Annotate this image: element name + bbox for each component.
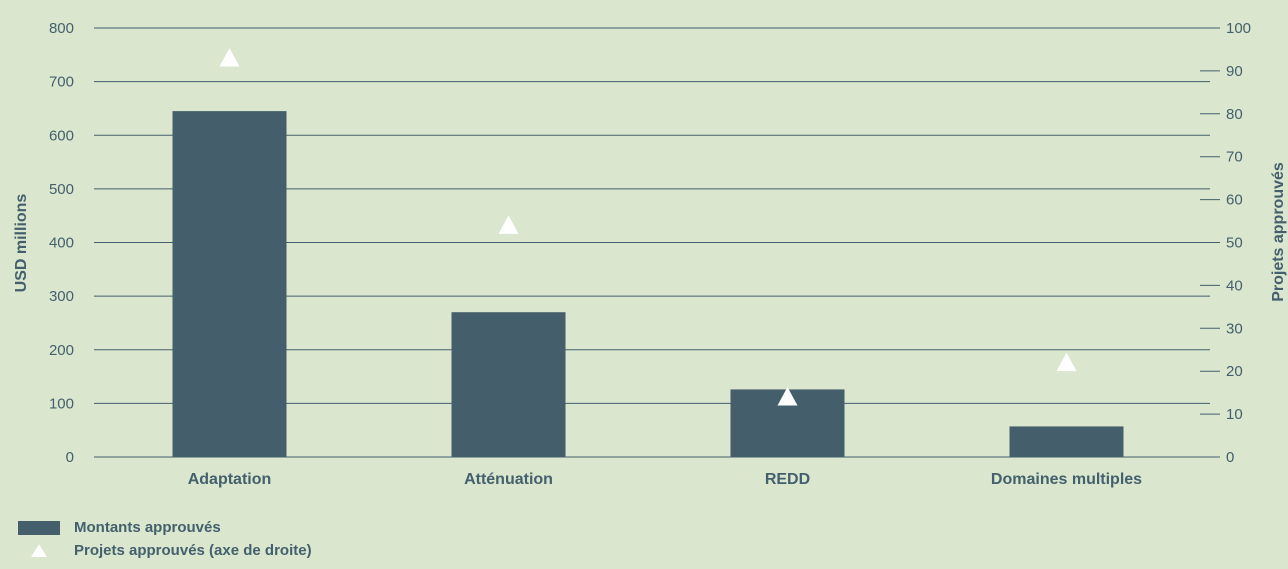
right-tick-label: 20 [1226, 363, 1243, 380]
legend-marker-label: Projets approuvés (axe de droite) [74, 542, 312, 559]
right-tick-label: 80 [1226, 106, 1243, 123]
left-tick-label: 800 [49, 20, 74, 37]
right-axis-title: Projets approuvés [1270, 162, 1287, 302]
marker-1 [219, 48, 240, 67]
legend-bar-swatch [18, 520, 60, 535]
marker-3 [777, 386, 798, 406]
legend: Montants approuvés Projets approuvés (ax… [18, 516, 312, 562]
left-axis-title: USD millions [13, 194, 30, 293]
left-tick-label: 600 [49, 127, 74, 144]
legend-item-marker: Projets approuvés (axe de droite) [18, 539, 312, 562]
left-tick-label: 200 [49, 342, 74, 359]
right-tick-label: 90 [1226, 63, 1243, 80]
category-label: Atténuation [464, 471, 553, 488]
marker-4 [1056, 352, 1077, 372]
left-tick-label: 400 [49, 235, 74, 252]
marker-2 [498, 215, 519, 234]
legend-triangle-swatch [18, 544, 60, 558]
category-labels: Adaptation Atténuation REDD Domaines multip… [188, 471, 1142, 488]
left-tick-label: 500 [49, 181, 74, 198]
right-tick-label: 40 [1226, 277, 1243, 294]
left-tick-label: 700 [49, 74, 74, 91]
bar-4 [1009, 426, 1124, 457]
left-tick-label: 100 [49, 395, 74, 412]
left-tick-label: 300 [49, 288, 74, 305]
right-axis-ticks: 0 10 20 30 40 50 60 70 80 90 100 [1200, 20, 1251, 466]
category-label: REDD [765, 471, 810, 488]
left-axis-ticks: 0 100 200 300 400 500 600 700 800 [49, 20, 74, 466]
bar-2 [451, 312, 566, 457]
right-tick-label: 10 [1226, 406, 1243, 423]
right-tick-label: 30 [1226, 320, 1243, 337]
category-label: Adaptation [188, 471, 272, 488]
right-tick-label: 50 [1226, 235, 1243, 252]
left-tick-label: 0 [66, 449, 74, 466]
category-label: Domaines multiples [991, 471, 1142, 488]
right-tick-label: 100 [1226, 20, 1251, 37]
right-tick-label: 60 [1226, 192, 1243, 209]
right-tick-label: 70 [1226, 149, 1243, 166]
legend-item-bar: Montants approuvés [18, 516, 312, 539]
legend-bar-label: Montants approuvés [74, 519, 221, 536]
bars [172, 111, 1124, 458]
bar-1 [172, 111, 287, 458]
markers [219, 48, 1077, 406]
right-tick-label: 0 [1226, 449, 1234, 466]
